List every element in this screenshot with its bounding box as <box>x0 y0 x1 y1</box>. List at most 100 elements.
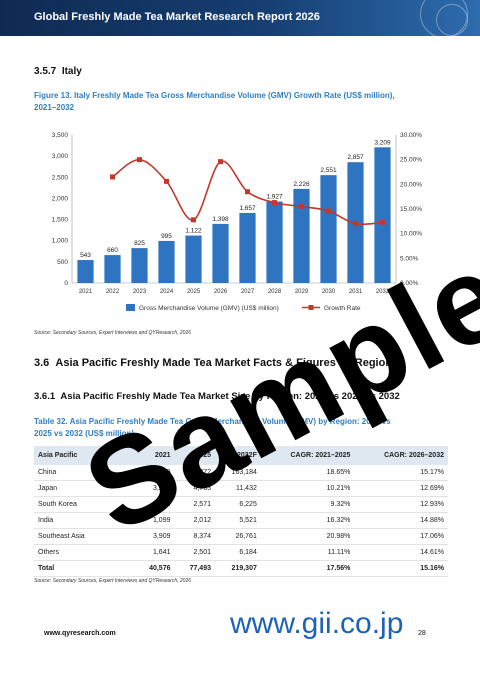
table-caption-line: 2025 vs 2032 (US$ million) <box>34 429 135 438</box>
table-cell: 26,761 <box>215 528 261 545</box>
table-cell: China <box>34 465 134 481</box>
bar-value-label: 1,657 <box>239 205 256 212</box>
growth-rate-marker <box>353 221 358 227</box>
table-cell: 77,493 <box>174 560 215 577</box>
table-total-row: Total 40,576 77,493 219,307 17.56% 15.16… <box>34 560 448 577</box>
subsection-heading-apac: 3.6.1 Asia Pacific Freshly Made Tea Mark… <box>34 391 400 402</box>
page-number: 28 <box>418 630 426 637</box>
column-header: CAGR: 2021–2025 <box>260 446 355 465</box>
legend-swatch-gmv <box>126 304 135 311</box>
x-tick-label: 2032 <box>376 289 390 295</box>
x-tick-label: 2026 <box>214 289 228 295</box>
table-cell: 15.17% <box>354 465 448 481</box>
table-cell: 20.98% <box>260 528 355 545</box>
table-cell: 6,225 <box>215 496 261 513</box>
table-cell: 12.69% <box>354 480 448 497</box>
y-right-tick-label: 10.00% <box>400 231 422 238</box>
x-tick-label: 2021 <box>79 289 93 295</box>
figure-source: Source: Secondary Sources, Expert Interv… <box>34 330 192 336</box>
figure-caption-line: Figure 13. Italy Freshly Made Tea Gross … <box>34 91 395 100</box>
column-header: CAGR: 2026–2032 <box>354 446 448 465</box>
y-left-tick-label: 2,000 <box>52 195 69 202</box>
figure-caption: Figure 13. Italy Freshly Made Tea Gross … <box>34 90 446 114</box>
subsection-number: 3.6.1 <box>34 391 56 402</box>
growth-rate-marker <box>380 219 385 225</box>
x-tick-label: 2028 <box>268 289 282 295</box>
table-cell: 57,272 <box>174 465 215 481</box>
bar-value-label: 2,857 <box>347 154 364 161</box>
table-caption: Table 32. Asia Pacific Freshly Made Tea … <box>34 416 446 440</box>
gmv-bar <box>104 255 121 283</box>
table-row: India 1,099 2,012 5,521 16.32% 14.88% <box>34 512 448 529</box>
table-cell: 11.11% <box>260 544 355 561</box>
bar-value-label: 1,122 <box>185 228 202 235</box>
table-cell: Southeast Asia <box>34 528 134 545</box>
x-tick-label: 2029 <box>295 289 309 295</box>
table-cell: 17.06% <box>354 528 448 545</box>
legend-label-growth: Growth Rate <box>324 305 361 312</box>
table-cell: 28,899 <box>134 465 175 481</box>
gmv-bar <box>293 188 310 283</box>
column-header: Asia Pacific <box>34 446 134 465</box>
section-title: Asia Pacific Freshly Made Tea Market Fac… <box>55 357 393 369</box>
growth-rate-marker <box>272 200 277 206</box>
y-left-tick-label: 1,500 <box>52 217 69 224</box>
table-cell: 2,501 <box>174 544 215 561</box>
y-left-tick-label: 3,000 <box>52 153 69 160</box>
gmv-bar <box>131 248 148 283</box>
y-right-tick-label: 30.00% <box>400 132 422 139</box>
gmv-bar <box>239 212 256 283</box>
y-left-tick-label: 1,000 <box>52 238 69 245</box>
x-tick-label: 2024 <box>160 289 174 295</box>
column-header: 2025 <box>174 446 215 465</box>
header-decoration <box>436 4 468 36</box>
table-cell: 3,909 <box>134 528 175 545</box>
y-right-tick-label: 25.00% <box>400 157 422 164</box>
bar-value-label: 2,226 <box>293 181 310 188</box>
growth-rate-marker <box>191 217 196 223</box>
gmv-bar <box>374 147 391 283</box>
growth-rate-marker <box>326 208 331 214</box>
growth-rate-marker <box>110 174 115 180</box>
table-cell: 2,571 <box>174 496 215 513</box>
section-number: 3.5.7 <box>34 66 57 77</box>
bar-value-label: 3,209 <box>374 139 391 146</box>
table-cell: 18.65% <box>260 465 355 481</box>
gmv-growth-chart: 0 500 1,000 1,500 2,000 2,500 3,000 3,500 0.00% 5… <box>52 132 423 312</box>
table-cell: India <box>34 512 134 529</box>
table-row: Southeast Asia 3,909 8,374 26,761 20.98%… <box>34 528 448 545</box>
growth-rate-marker <box>137 157 142 163</box>
table-cell: 14.88% <box>354 512 448 529</box>
table-cell: 1,099 <box>134 512 175 529</box>
growth-rate-marker <box>218 159 223 165</box>
figure-caption-line: 2021–2032 <box>34 103 75 112</box>
table-cell: 12.93% <box>354 496 448 513</box>
legend-label-gmv: Gross Merchandise Volume (GMV) (US$ mill… <box>139 305 279 312</box>
table-cell: Japan <box>34 480 134 497</box>
table-cell: 40,576 <box>134 560 175 577</box>
section-number: 3.6 <box>34 357 50 369</box>
table-cell: 16.32% <box>260 512 355 529</box>
table-cell: 6,184 <box>215 544 261 561</box>
header-band: Global Freshly Made Tea Market Research … <box>0 0 480 38</box>
section-heading-italy: 3.5.7 Italy <box>34 66 82 77</box>
growth-rate-marker <box>299 204 304 210</box>
table-row: Japan 3,228 4,763 11,432 10.21% 12.69% <box>34 480 448 497</box>
bar-value-label: 660 <box>107 247 118 254</box>
subsection-title: Asia Pacific Freshly Made Tea Market Siz… <box>60 391 400 402</box>
y-left-tick-label: 0 <box>64 280 68 287</box>
y-left-tick-label: 3,500 <box>52 132 69 139</box>
y-right-tick-label: 15.00% <box>400 206 422 213</box>
table-cell: South Korea <box>34 496 134 513</box>
table-row: South Korea 1,800 2,571 6,225 9.32% 12.9… <box>34 496 448 513</box>
x-tick-label: 2027 <box>241 289 255 295</box>
table-header-row: Asia Pacific 2021 2025 2032F CAGR: 2021–… <box>34 446 448 465</box>
bar-value-label: 825 <box>134 240 145 247</box>
gmv-bar <box>320 175 337 283</box>
bar-value-label: 2,551 <box>320 167 337 174</box>
table-row: China 28,899 57,272 163,184 18.65% 15.17… <box>34 465 448 481</box>
bar-value-label: 1,398 <box>212 216 229 223</box>
growth-rate-marker <box>245 189 250 195</box>
table-cell: 17.56% <box>260 560 355 577</box>
report-title: Global Freshly Made Tea Market Research … <box>34 11 320 23</box>
